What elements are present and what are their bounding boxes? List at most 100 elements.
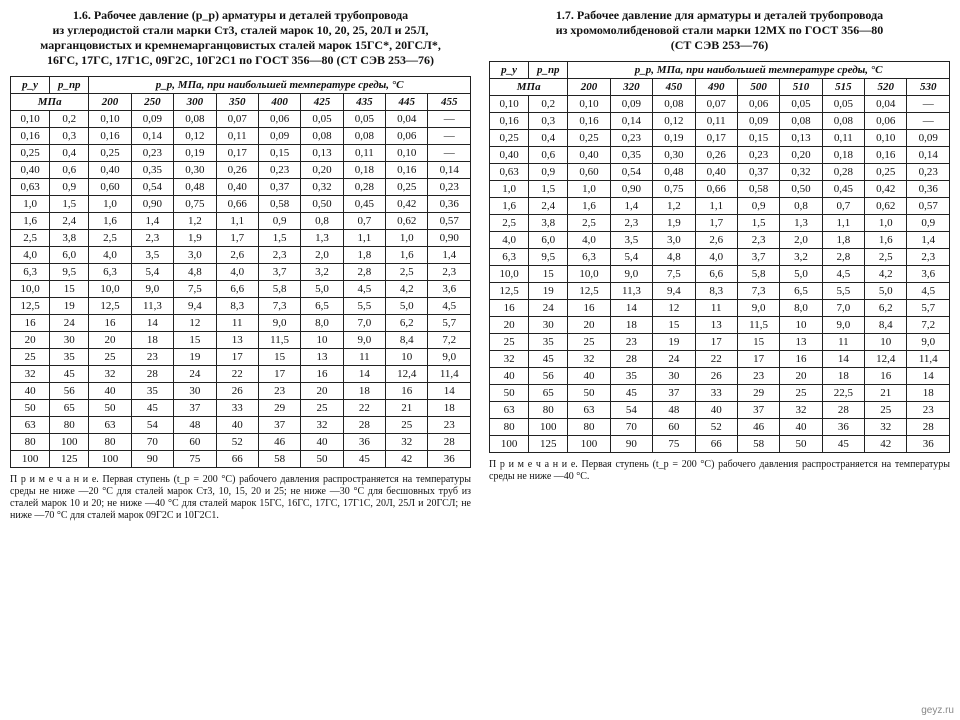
table-cell: 50 <box>301 451 343 468</box>
table-cell: 0,23 <box>737 147 779 164</box>
table-cell: 100 <box>490 436 529 453</box>
table-cell: 6,0 <box>50 247 89 264</box>
table-cell: 12,5 <box>89 298 131 315</box>
table-cell: 0,09 <box>907 130 950 147</box>
table-cell: 5,8 <box>737 266 779 283</box>
table-cell: 0,42 <box>386 196 428 213</box>
col-head-temp: p_p, МПа, при наибольшей температуре сре… <box>89 77 471 94</box>
table-cell: 11,5 <box>258 332 300 349</box>
table-cell: 1,5 <box>50 196 89 213</box>
table-cell: 0,23 <box>131 145 173 162</box>
table-cell: 25 <box>780 385 822 402</box>
table-cell: 46 <box>737 419 779 436</box>
table-cell: 50 <box>568 385 610 402</box>
table-cell: 0,08 <box>343 128 385 145</box>
table-cell: 80 <box>89 434 131 451</box>
table-row: 4,06,04,03,53,02,62,32,01,81,61,4 <box>11 247 471 264</box>
table-cell: 23 <box>258 383 300 400</box>
table-cell: 0,50 <box>780 181 822 198</box>
table-cell: 1,0 <box>568 181 610 198</box>
table-cell: 4,8 <box>174 264 216 281</box>
table-row: 32453228242217161412,411,4 <box>11 366 471 383</box>
table-cell: 1,8 <box>343 247 385 264</box>
table-cell: 0,6 <box>50 162 89 179</box>
table-cell: 1,4 <box>610 198 652 215</box>
table-cell: 10 <box>386 349 428 366</box>
table-1-6-note: П р и м е ч а н и е. Первая ступень (t_p… <box>10 474 471 522</box>
table-cell: 0,14 <box>428 162 471 179</box>
table-row: 2,53,82,52,31,91,71,51,31,11,00,90 <box>11 230 471 247</box>
table-row: 80100807060524640363228 <box>490 419 950 436</box>
table-cell: 0,16 <box>386 162 428 179</box>
table-cell: 1,9 <box>653 215 695 232</box>
table-cell: 0,3 <box>50 128 89 145</box>
table-cell: 0,08 <box>174 111 216 128</box>
table-cell: 5,8 <box>258 281 300 298</box>
table-cell: 2,3 <box>907 249 950 266</box>
table-cell: 0,75 <box>174 196 216 213</box>
table-cell: 0,08 <box>780 113 822 130</box>
table-cell: 0,7 <box>822 198 864 215</box>
table-cell: 12,4 <box>386 366 428 383</box>
table-cell: 0,17 <box>216 145 258 162</box>
table-cell: 11,4 <box>428 366 471 383</box>
table-cell: 16 <box>490 300 529 317</box>
table-cell: 17 <box>258 366 300 383</box>
table-cell: 19 <box>653 334 695 351</box>
table-cell: 0,7 <box>343 213 385 230</box>
table-cell: 36 <box>428 451 471 468</box>
table-cell: 16 <box>386 383 428 400</box>
table-1-6-panel: 1.6. Рабочее давление (p_p) арматуры и д… <box>10 8 471 712</box>
table-cell: 45 <box>610 385 652 402</box>
temp-col: 500 <box>737 79 779 96</box>
table-cell: 2,4 <box>50 213 89 230</box>
table-cell: 0,2 <box>529 96 568 113</box>
temp-col: 520 <box>865 79 907 96</box>
table-cell: 9,4 <box>653 283 695 300</box>
table-cell: 0,30 <box>653 147 695 164</box>
table-cell: 7,3 <box>258 298 300 315</box>
table-cell: 0,57 <box>907 198 950 215</box>
table-cell: 2,3 <box>131 230 173 247</box>
table-cell: 66 <box>216 451 258 468</box>
table-1-6-body: 0,100,20,100,090,080,070,060,050,050,04—… <box>11 111 471 468</box>
table-cell: 58 <box>258 451 300 468</box>
table-row: 4056403530262320181614 <box>11 383 471 400</box>
table-cell: 20 <box>11 332 50 349</box>
table-cell: 0,66 <box>216 196 258 213</box>
table-cell: 2,0 <box>301 247 343 264</box>
watermark: geyz.ru <box>921 705 954 716</box>
table-cell: 7,2 <box>428 332 471 349</box>
table-cell: 3,2 <box>301 264 343 281</box>
table-cell: 37 <box>737 402 779 419</box>
table-cell: 25 <box>386 417 428 434</box>
table-cell: 1,4 <box>428 247 471 264</box>
table-cell: 9,5 <box>50 264 89 281</box>
table-cell: 0,62 <box>865 198 907 215</box>
table-row: 20302018151311,5109,08,47,2 <box>11 332 471 349</box>
table-cell: 5,7 <box>907 300 950 317</box>
table-cell: 3,7 <box>737 249 779 266</box>
table-cell: 1,0 <box>89 196 131 213</box>
table-cell: 6,6 <box>216 281 258 298</box>
temp-col: 435 <box>343 94 385 111</box>
table-cell: 25 <box>89 349 131 366</box>
table-cell: 0,90 <box>610 181 652 198</box>
table-cell: 7,5 <box>174 281 216 298</box>
table-cell: 0,54 <box>131 179 173 196</box>
table-cell: 37 <box>258 417 300 434</box>
table-cell: 18 <box>428 400 471 417</box>
table-cell: 0,9 <box>50 179 89 196</box>
table-cell: 1,2 <box>174 213 216 230</box>
table-cell: 5,0 <box>301 281 343 298</box>
table-1-7: p_у p_пр p_p, МПа, при наибольшей темпер… <box>489 61 950 453</box>
table-cell: 8,0 <box>301 315 343 332</box>
table-cell: 35 <box>131 383 173 400</box>
table-cell: 0,16 <box>11 128 50 145</box>
table-cell: 33 <box>695 385 737 402</box>
table-cell: 37 <box>174 400 216 417</box>
table-cell: 20 <box>568 317 610 334</box>
table-cell: 26 <box>216 383 258 400</box>
table-cell: — <box>428 145 471 162</box>
table-cell: 7,0 <box>343 315 385 332</box>
